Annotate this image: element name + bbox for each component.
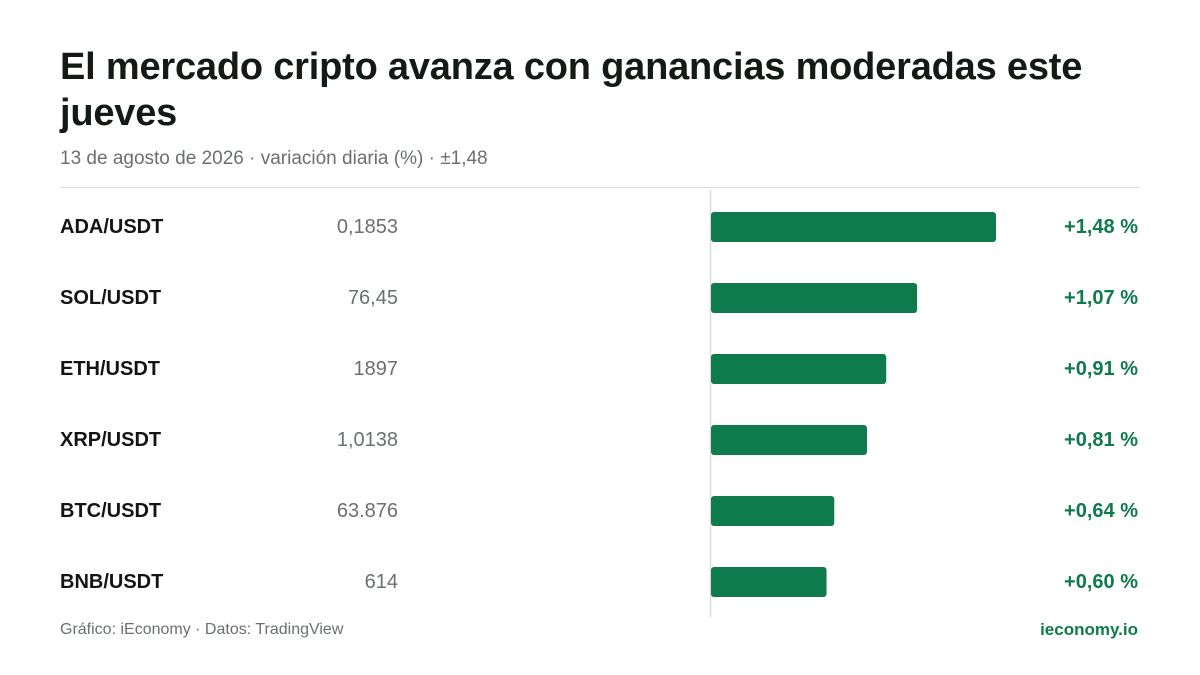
pair-label: ETH/USDT xyxy=(60,358,160,380)
price-label: 63.876 xyxy=(337,500,398,522)
pair-label: XRP/USDT xyxy=(60,429,161,451)
bar xyxy=(711,496,835,526)
chart-subtitle: 13 de agosto de 2026 · variación diaria … xyxy=(60,148,488,169)
change-label: +1,07 % xyxy=(1064,287,1138,309)
price-label: 1897 xyxy=(354,358,399,380)
change-label: +0,91 % xyxy=(1064,358,1138,380)
bar-row: ETH/USDT 1897 +0,91 % xyxy=(60,354,1138,384)
pair-label: SOL/USDT xyxy=(60,287,161,309)
chart-title: El mercado cripto avanza con ganancias m… xyxy=(60,46,1083,134)
bar xyxy=(711,567,827,597)
pair-label: BNB/USDT xyxy=(60,571,163,593)
price-label: 1,0138 xyxy=(337,429,398,451)
change-label: +0,64 % xyxy=(1064,500,1138,522)
change-label: +1,48 % xyxy=(1064,216,1138,238)
chart-rows: ADA/USDT 0,1853 +1,48 % SOL/USDT 76,45 +1,07 … xyxy=(60,212,1138,597)
bar-row: SOL/USDT 76,45 +1,07 % xyxy=(60,283,1138,313)
pair-label: BTC/USDT xyxy=(60,500,161,522)
pair-label: ADA/USDT xyxy=(60,216,163,238)
bar-row: XRP/USDT 1,0138 +0,81 % xyxy=(60,425,1138,455)
bar xyxy=(711,212,996,242)
price-label: 614 xyxy=(365,571,398,593)
bar-row: BNB/USDT 614 +0,60 % xyxy=(60,567,1138,597)
brand-link[interactable]: ieconomy.io xyxy=(1040,620,1138,639)
bar xyxy=(711,354,887,384)
bar xyxy=(711,283,918,313)
price-label: 76,45 xyxy=(348,287,398,309)
source-credit: Gráfico: iEconomy · Datos: TradingView xyxy=(60,621,344,638)
bar xyxy=(711,425,867,455)
bar-row: BTC/USDT 63.876 +0,64 % xyxy=(60,496,1138,526)
price-label: 0,1853 xyxy=(337,216,398,238)
header-divider xyxy=(60,187,1140,188)
change-label: +0,81 % xyxy=(1064,429,1138,451)
change-label: +0,60 % xyxy=(1064,571,1138,593)
bar-row: ADA/USDT 0,1853 +1,48 % xyxy=(60,212,1138,242)
